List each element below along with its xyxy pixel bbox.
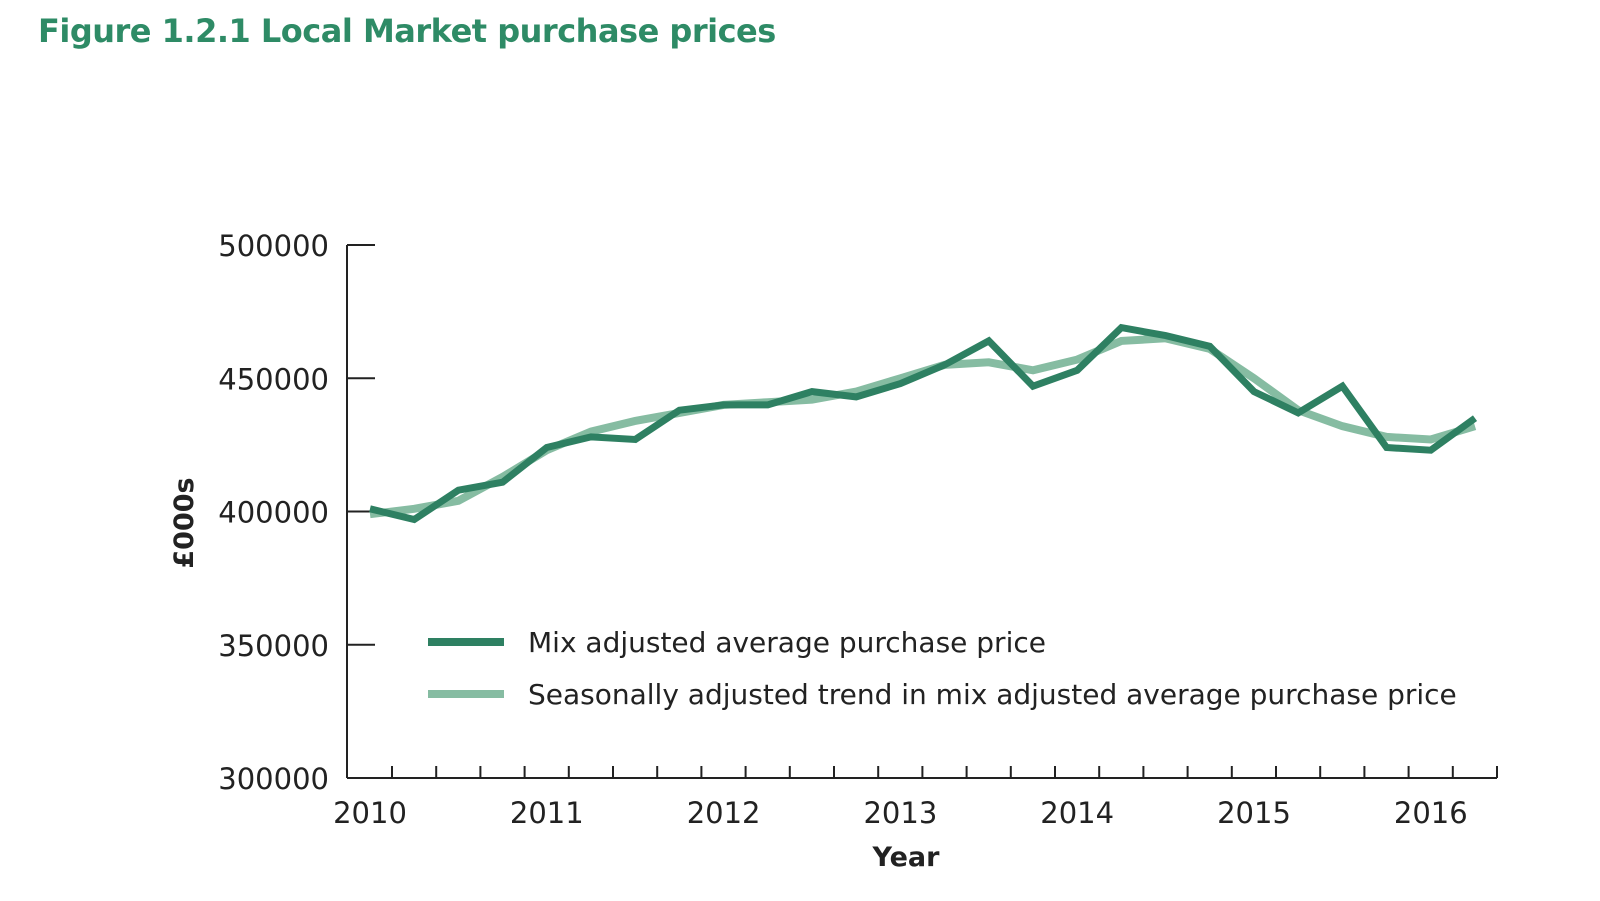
x-tick-label: 2013 — [863, 796, 937, 830]
legend-label: Mix adjusted average purchase price — [528, 626, 1046, 659]
chart-title: Figure 1.2.1 Local Market purchase price… — [38, 12, 776, 50]
x-tick-label: 2015 — [1217, 796, 1291, 830]
series-line-seasonal-trend — [369, 334, 1477, 519]
x-tick-label: 2014 — [1040, 796, 1114, 830]
y-axis-title: £000s — [169, 477, 200, 568]
series-line-mix-adjusted — [369, 323, 1478, 524]
y-tick-label: 500000 — [218, 229, 329, 263]
y-tick-label: 450000 — [218, 362, 329, 396]
x-tick-label: 2016 — [1394, 796, 1468, 830]
x-tick-label: 2011 — [510, 796, 584, 830]
legend: Mix adjusted average purchase price Seaso… — [428, 626, 1457, 711]
x-axis-title: Year — [872, 842, 941, 873]
y-tick-label: 400000 — [218, 496, 329, 530]
x-tick-label: 2012 — [687, 796, 761, 830]
legend-label: Seasonally adjusted trend in mix adjuste… — [528, 678, 1457, 711]
x-tick-label: 2010 — [333, 796, 407, 830]
series-group — [369, 323, 1478, 524]
y-tick-label: 300000 — [218, 762, 329, 796]
y-tick-label: 350000 — [218, 629, 329, 663]
